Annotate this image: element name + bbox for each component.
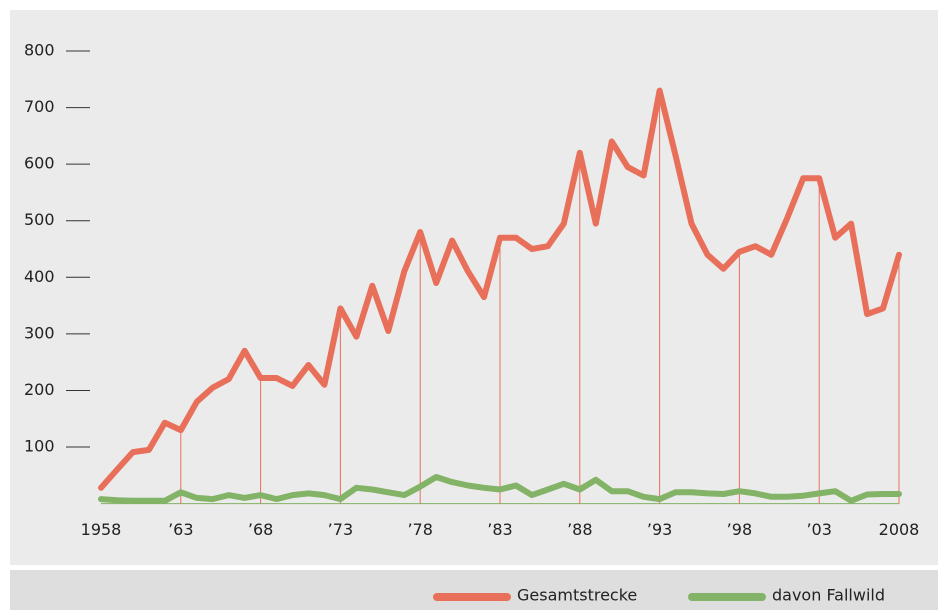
x-tick-label: ’83 bbox=[487, 520, 512, 539]
x-tick-label: ’78 bbox=[407, 520, 432, 539]
y-tick-label: 400 bbox=[24, 267, 55, 286]
x-tick-label: 1958 bbox=[81, 520, 122, 539]
x-tick-label: ’88 bbox=[567, 520, 592, 539]
y-tick-label: 800 bbox=[24, 41, 55, 60]
y-tick-label: 100 bbox=[24, 437, 55, 456]
x-tick-label: ’73 bbox=[328, 520, 353, 539]
x-tick-label: ’68 bbox=[248, 520, 273, 539]
x-tick-label: ’03 bbox=[806, 520, 831, 539]
series-line bbox=[98, 474, 902, 504]
y-tick-label: 200 bbox=[24, 380, 55, 399]
x-tick-label: 2008 bbox=[879, 520, 920, 539]
y-tick-label: 500 bbox=[24, 210, 55, 229]
legend-label: davon Fallwild bbox=[772, 586, 885, 605]
x-tick-label: ’93 bbox=[647, 520, 672, 539]
x-tick-label: ’63 bbox=[168, 520, 193, 539]
plot-background bbox=[10, 10, 938, 565]
y-tick-label: 300 bbox=[24, 323, 55, 342]
y-tick-label: 700 bbox=[24, 97, 55, 116]
x-tick-label: ’98 bbox=[727, 520, 752, 539]
series-line bbox=[98, 87, 902, 491]
legend-label: Gesamtstrecke bbox=[517, 586, 637, 605]
legend-background bbox=[10, 570, 938, 610]
y-tick-label: 600 bbox=[24, 154, 55, 173]
